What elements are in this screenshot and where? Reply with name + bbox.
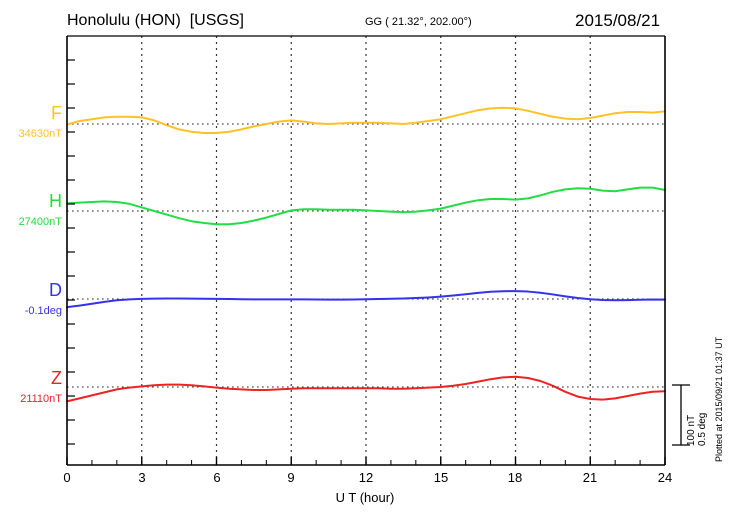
date-label: 2015/08/21 — [575, 11, 661, 30]
scale-bar-line-1: 100 nT — [686, 414, 697, 446]
x-tick-24: 24 — [657, 470, 673, 485]
x-tick-12: 12 — [358, 470, 374, 485]
x-tick-6: 6 — [213, 470, 221, 485]
channel-label-z: Z — [51, 368, 62, 388]
scale-bar-line-2: 0.5 deg — [697, 412, 708, 446]
trace-z — [66, 375, 666, 403]
channel-baseline-f: 34630nT — [18, 128, 62, 140]
x-tick-0: 0 — [63, 470, 71, 485]
x-tick-3: 3 — [138, 470, 146, 485]
x-axis-title: U T (hour) — [335, 490, 395, 505]
channel-label-d: D — [49, 280, 62, 300]
channel-baseline-d: -0.1deg — [24, 305, 62, 317]
x-tick-21: 21 — [582, 470, 598, 485]
channel-label-f: F — [51, 103, 62, 123]
scale-bar-caption: 100 nT 0.5 deg — [686, 413, 708, 446]
x-tick-9: 9 — [287, 470, 295, 485]
plotted-at-caption: Plotted at 2015/09/21 01:37 UT — [714, 336, 724, 462]
channel-baseline-z: 21110nT — [20, 393, 62, 405]
trace-d — [66, 290, 666, 309]
geographic-coordinates: GG ( 21.32°, 202.00°) — [365, 16, 472, 28]
trace-f — [66, 106, 666, 134]
x-tick-18: 18 — [507, 470, 523, 485]
trace-h — [66, 186, 666, 226]
channel-label-h: H — [49, 191, 62, 211]
channel-baseline-h: 27400nT — [18, 216, 62, 228]
x-tick-15: 15 — [433, 470, 449, 485]
page-title: Honolulu (HON) [USGS] — [67, 12, 244, 29]
